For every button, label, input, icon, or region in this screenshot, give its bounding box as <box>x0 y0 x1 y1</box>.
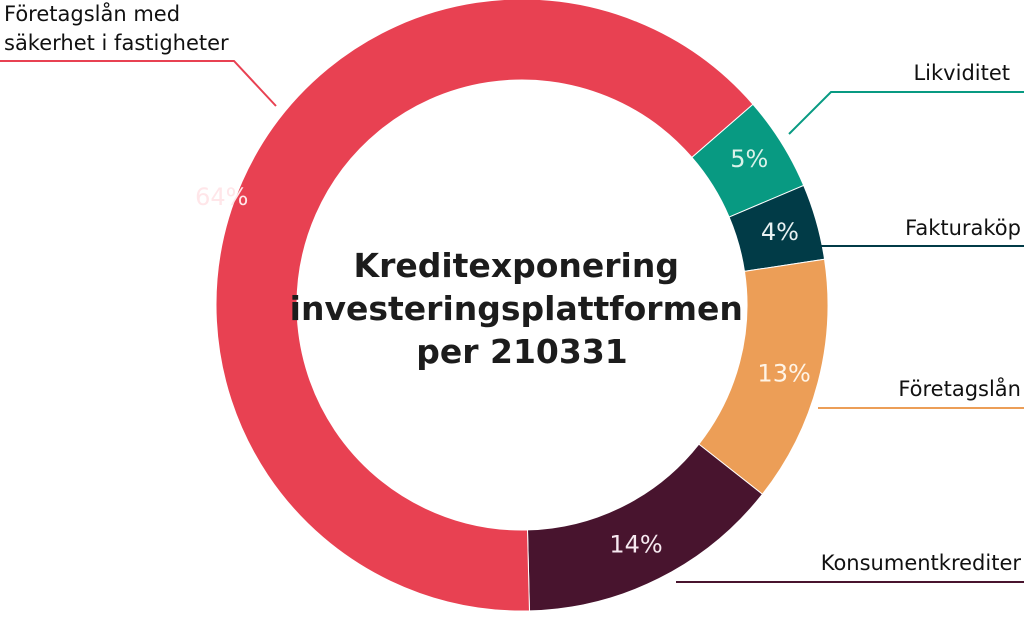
legend-label-line: säkerhet i fastigheter <box>4 31 229 55</box>
chart-title-line: per 210331 <box>416 332 628 371</box>
chart-title: Kreditexponering investeringsplattformen… <box>290 246 755 371</box>
donut-slice <box>526 443 764 612</box>
legend-label-fakturakop: Fakturaköp <box>905 216 1021 240</box>
legend-label-line: Företagslån med <box>4 1 180 26</box>
legend-labels: Likviditet Fakturaköp Företagslån Konsum… <box>4 1 1021 575</box>
slice-percent-label: 4% <box>761 218 799 246</box>
leader-line <box>788 91 1024 135</box>
chart-title-line: Kreditexponering <box>354 246 679 285</box>
legend-label-foretagslan: Företagslån <box>898 376 1021 401</box>
legend-label-foretagslan-med-sakerhet: Företagslån med säkerhet i fastigheter <box>4 1 229 55</box>
slice-percent-label: 5% <box>730 145 768 173</box>
slice-percent-label: 64% <box>195 183 248 211</box>
slice-percent-label: 13% <box>757 359 810 387</box>
leader-lines <box>0 60 1024 583</box>
slices-layer <box>215 0 829 612</box>
legend-label-likviditet: Likviditet <box>913 61 1010 85</box>
slice-labels: 5% 4% 13% 14% 64% <box>195 145 811 559</box>
leader-line <box>0 60 277 107</box>
legend-label-konsumentkrediter: Konsumentkrediter <box>821 551 1022 575</box>
slice-percent-label: 14% <box>609 531 662 559</box>
donut-slice <box>215 0 754 612</box>
chart-title-line: investeringsplattformen <box>290 289 743 328</box>
